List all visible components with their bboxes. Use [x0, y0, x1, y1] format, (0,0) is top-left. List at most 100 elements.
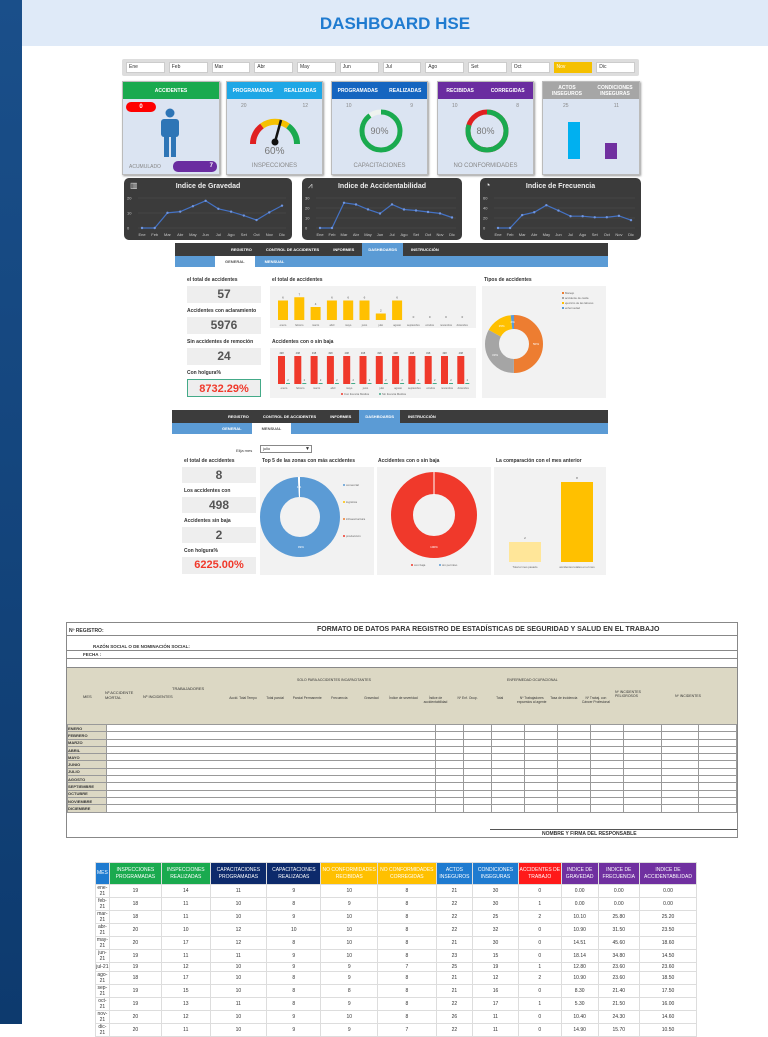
form-cell[interactable] [698, 723, 737, 733]
form-cell[interactable] [557, 782, 592, 791]
form-cell[interactable] [434, 796, 465, 806]
form-cell[interactable] [698, 775, 737, 784]
form-cell[interactable] [557, 804, 592, 813]
form-cell[interactable] [106, 753, 436, 762]
form-cell[interactable] [557, 789, 592, 798]
nav-tab-1[interactable]: CONTROL DE ACCIDENTES [265, 247, 320, 252]
month-button-ene[interactable]: Ene [126, 62, 165, 73]
form-cell[interactable] [557, 723, 592, 733]
form-cell[interactable] [491, 789, 526, 798]
form-cell[interactable] [463, 804, 493, 813]
form-cell[interactable] [491, 775, 526, 784]
form-cell[interactable] [660, 789, 700, 798]
form-cell[interactable] [463, 782, 493, 791]
form-cell[interactable] [698, 738, 737, 747]
form-cell[interactable] [698, 767, 737, 777]
form-cell[interactable] [557, 738, 592, 747]
form-cell[interactable] [698, 753, 737, 762]
form-cell[interactable] [590, 745, 625, 755]
form-cell[interactable] [623, 723, 662, 733]
form-cell[interactable] [491, 723, 526, 733]
nav-tab-0[interactable]: REGISTRO [231, 247, 252, 252]
month-button-set[interactable]: Set [468, 62, 507, 73]
form-cell[interactable] [557, 796, 592, 806]
month-button-jul[interactable]: Jul [382, 62, 422, 73]
form-cell[interactable] [557, 753, 592, 762]
subtab-mensual[interactable]: MENSUAL [251, 423, 292, 434]
form-cell[interactable] [463, 760, 493, 769]
form-cell[interactable] [557, 767, 592, 777]
form-cell[interactable] [590, 723, 625, 733]
nav-tab-3[interactable]: DASHBOARDS [362, 243, 404, 256]
form-cell[interactable] [434, 753, 465, 762]
form-cell[interactable] [524, 789, 559, 798]
form-cell[interactable] [623, 782, 662, 791]
nav-tab-0[interactable]: REGISTRO [228, 414, 249, 419]
month-select[interactable]: julio ▼ [260, 445, 312, 453]
subtab-general[interactable]: GENERAL [222, 426, 242, 431]
subtab-general[interactable]: GENERAL [215, 256, 255, 267]
form-cell[interactable] [106, 775, 436, 784]
form-cell[interactable] [698, 804, 737, 813]
form-cell[interactable] [698, 760, 737, 769]
form-cell[interactable] [590, 767, 625, 777]
month-button-may[interactable]: May [297, 62, 336, 73]
form-cell[interactable] [106, 782, 436, 791]
form-cell[interactable] [491, 753, 526, 762]
form-cell[interactable] [463, 731, 493, 740]
form-cell[interactable] [106, 745, 436, 755]
form-cell[interactable] [106, 789, 436, 798]
form-cell[interactable] [524, 804, 559, 813]
form-cell[interactable] [660, 738, 700, 747]
month-button-dic[interactable]: Dic [596, 62, 635, 73]
form-cell[interactable] [524, 745, 559, 755]
form-cell[interactable] [491, 804, 526, 813]
form-cell[interactable] [434, 760, 465, 769]
form-cell[interactable] [434, 804, 465, 813]
form-cell[interactable] [660, 767, 700, 777]
form-cell[interactable] [660, 745, 700, 755]
form-cell[interactable] [524, 738, 559, 747]
form-cell[interactable] [660, 775, 700, 784]
form-cell[interactable] [106, 760, 436, 769]
form-cell[interactable] [106, 731, 436, 740]
form-cell[interactable] [491, 796, 526, 806]
form-cell[interactable] [660, 723, 700, 733]
form-cell[interactable] [106, 738, 436, 747]
form-cell[interactable] [660, 782, 700, 791]
form-cell[interactable] [491, 760, 526, 769]
month-button-abr[interactable]: Abr [254, 62, 293, 73]
form-cell[interactable] [463, 789, 493, 798]
form-cell[interactable] [106, 723, 436, 733]
form-cell[interactable] [623, 745, 662, 755]
form-cell[interactable] [660, 760, 700, 769]
nav-tab-3[interactable]: DASHBOARDS [359, 410, 401, 423]
form-cell[interactable] [557, 775, 592, 784]
form-cell[interactable] [463, 723, 493, 733]
nav-tab-2[interactable]: INFORMES [333, 247, 355, 252]
form-cell[interactable] [463, 738, 493, 747]
form-cell[interactable] [623, 753, 662, 762]
month-button-nov[interactable]: Nov [553, 62, 593, 73]
nav-tab-4[interactable]: INSTRUCCIÓN [411, 247, 439, 252]
form-cell[interactable] [106, 804, 436, 813]
form-cell[interactable] [623, 796, 662, 806]
form-cell[interactable] [590, 731, 625, 740]
form-cell[interactable] [590, 760, 625, 769]
form-cell[interactable] [524, 753, 559, 762]
form-cell[interactable] [623, 775, 662, 784]
form-cell[interactable] [524, 782, 559, 791]
nav-tab-2[interactable]: INFORMES [330, 414, 352, 419]
form-cell[interactable] [698, 782, 737, 791]
form-cell[interactable] [590, 753, 625, 762]
form-cell[interactable] [623, 767, 662, 777]
form-cell[interactable] [590, 738, 625, 747]
form-cell[interactable] [524, 796, 559, 806]
form-cell[interactable] [434, 782, 465, 791]
form-cell[interactable] [463, 767, 493, 777]
form-cell[interactable] [590, 789, 625, 798]
form-cell[interactable] [434, 745, 465, 755]
form-cell[interactable] [434, 738, 465, 747]
form-cell[interactable] [434, 723, 465, 733]
form-cell[interactable] [698, 796, 737, 806]
